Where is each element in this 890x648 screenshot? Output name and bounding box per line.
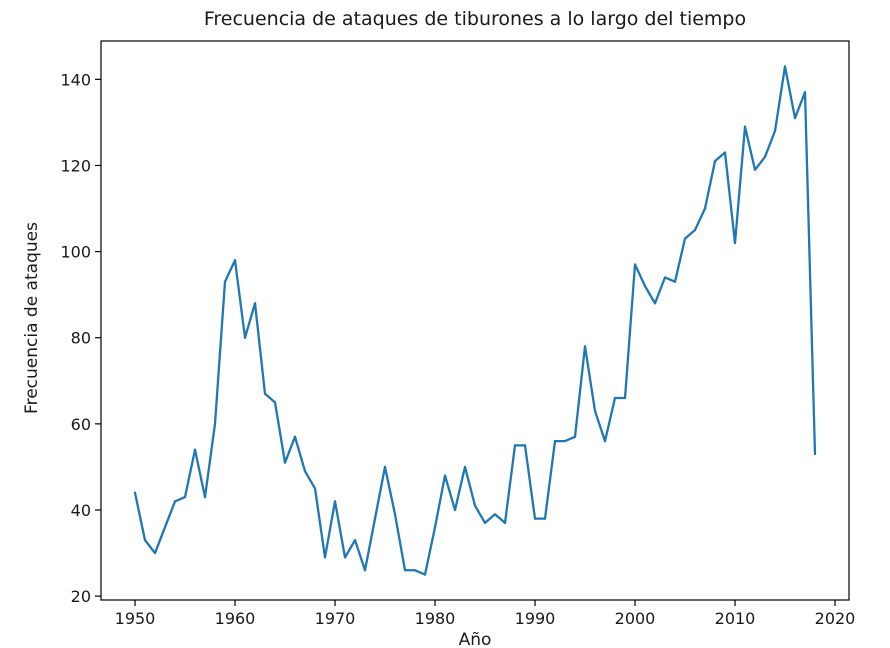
data-point-1976 bbox=[393, 513, 397, 516]
data-point-1969 bbox=[323, 556, 327, 559]
x-tick-label: 2000 bbox=[615, 609, 656, 628]
chart-title: Frecuencia de ataques de tiburones a lo … bbox=[204, 8, 746, 30]
y-tick-label: 120 bbox=[60, 156, 91, 175]
y-axis-title: Frecuencia de ataques bbox=[22, 222, 42, 414]
x-axis: 1950 1960 1970 1980 1990 2000 2010 2020 bbox=[115, 600, 856, 628]
data-point-1998 bbox=[613, 396, 617, 400]
data-point-2016 bbox=[793, 116, 797, 120]
x-tick-label: 1970 bbox=[315, 609, 356, 628]
data-points bbox=[133, 65, 817, 576]
x-axis-title: Año bbox=[459, 630, 492, 648]
data-point-1989 bbox=[523, 444, 527, 447]
data-point-2001 bbox=[643, 284, 647, 288]
data-point-1960 bbox=[233, 259, 237, 262]
data-point-1980 bbox=[433, 526, 437, 529]
data-point-1992 bbox=[553, 439, 557, 443]
data-point-1983 bbox=[463, 465, 467, 469]
data-point-1994 bbox=[573, 435, 577, 438]
data-point-1977 bbox=[403, 569, 407, 572]
data-point-1982 bbox=[453, 508, 457, 512]
data-point-2017 bbox=[803, 91, 807, 94]
x-tick-label: 1960 bbox=[215, 609, 256, 628]
y-tick-label: 60 bbox=[71, 415, 91, 434]
data-point-1962 bbox=[253, 302, 257, 305]
data-point-1974 bbox=[373, 517, 377, 520]
data-point-1951 bbox=[143, 539, 147, 542]
x-tick-label: 1980 bbox=[415, 609, 456, 628]
data-point-2007 bbox=[703, 207, 707, 210]
data-point-1972 bbox=[353, 539, 357, 542]
data-point-1996 bbox=[593, 409, 597, 413]
data-point-1984 bbox=[473, 504, 477, 507]
data-point-1990 bbox=[533, 517, 537, 520]
x-tick-label: 2010 bbox=[715, 609, 756, 628]
data-point-1978 bbox=[413, 569, 417, 572]
data-point-1953 bbox=[163, 526, 167, 529]
data-point-2006 bbox=[693, 228, 697, 232]
data-point-1967 bbox=[303, 470, 307, 473]
data-point-2000 bbox=[633, 263, 637, 266]
data-point-1987 bbox=[503, 521, 507, 525]
y-tick-label: 140 bbox=[60, 70, 91, 89]
data-point-2010 bbox=[733, 241, 737, 245]
data-point-1979 bbox=[423, 573, 427, 576]
data-point-1997 bbox=[603, 439, 607, 443]
data-point-2009 bbox=[723, 151, 727, 154]
x-tick-label: 1990 bbox=[515, 609, 556, 628]
data-point-2012 bbox=[753, 168, 757, 171]
data-point-2011 bbox=[743, 125, 747, 128]
data-point-1973 bbox=[363, 569, 367, 572]
series-line-ataques bbox=[133, 65, 817, 576]
data-point-1950 bbox=[133, 491, 137, 494]
data-point-1957 bbox=[203, 495, 207, 499]
data-point-1959 bbox=[223, 280, 227, 283]
x-tick-label: 1950 bbox=[115, 609, 156, 628]
data-point-1968 bbox=[313, 487, 317, 490]
data-point-1993 bbox=[563, 439, 567, 443]
x-tick-label: 2020 bbox=[815, 609, 856, 628]
data-point-1986 bbox=[493, 513, 497, 516]
data-point-1966 bbox=[293, 435, 297, 438]
y-tick-label: 80 bbox=[71, 329, 91, 348]
data-point-1971 bbox=[343, 556, 347, 559]
data-point-1954 bbox=[173, 500, 177, 503]
y-tick-label: 100 bbox=[60, 243, 91, 262]
data-point-1965 bbox=[283, 461, 287, 464]
data-point-1970 bbox=[333, 500, 337, 503]
data-point-2005 bbox=[683, 237, 687, 240]
data-point-1975 bbox=[383, 465, 387, 469]
data-point-1995 bbox=[583, 345, 587, 348]
data-point-2018 bbox=[813, 452, 817, 456]
data-point-2008 bbox=[713, 160, 717, 163]
y-axis: 20 40 60 80 100 120 140 bbox=[60, 70, 101, 606]
data-point-2004 bbox=[673, 280, 677, 283]
data-point-1985 bbox=[483, 521, 487, 525]
data-point-1988 bbox=[513, 444, 517, 447]
data-point-1952 bbox=[153, 551, 157, 555]
data-point-1958 bbox=[213, 422, 217, 425]
plot-frame bbox=[100, 40, 850, 601]
data-point-2003 bbox=[663, 276, 667, 279]
data-point-2013 bbox=[763, 155, 767, 158]
data-point-2002 bbox=[653, 302, 657, 305]
data-point-1956 bbox=[193, 448, 197, 451]
data-point-1961 bbox=[243, 336, 247, 339]
data-point-2014 bbox=[773, 129, 777, 133]
data-point-1999 bbox=[623, 396, 627, 400]
data-point-1964 bbox=[273, 401, 277, 404]
data-point-1981 bbox=[443, 474, 447, 477]
y-tick-label: 20 bbox=[71, 587, 91, 606]
y-tick-label: 40 bbox=[71, 501, 91, 520]
data-point-1991 bbox=[543, 517, 547, 520]
data-point-1963 bbox=[263, 392, 267, 395]
data-point-1955 bbox=[183, 495, 187, 499]
data-point-2015 bbox=[783, 65, 787, 68]
